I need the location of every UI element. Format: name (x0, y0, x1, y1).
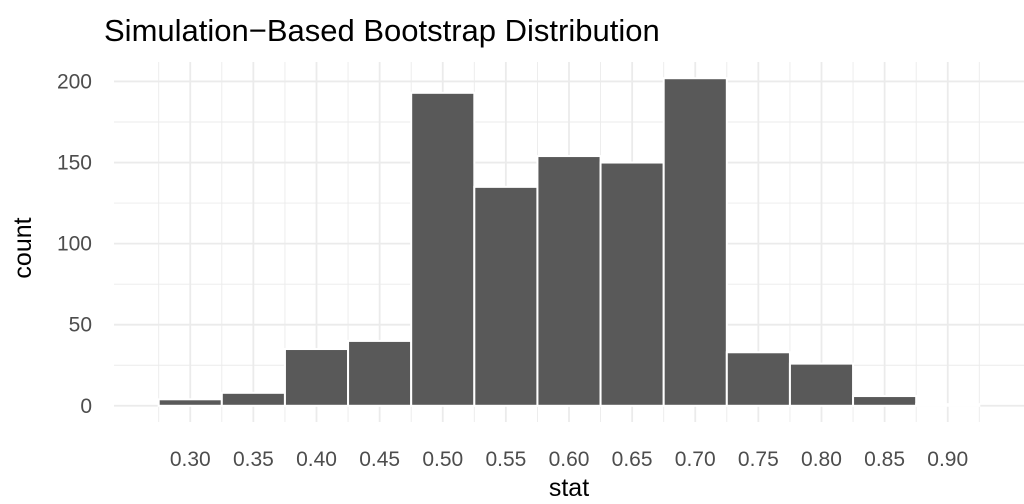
histogram-bar (347, 339, 413, 407)
x-tick-label: 0.35 (233, 448, 274, 471)
x-tick-label: 0.65 (612, 448, 653, 471)
x-tick-label: 0.40 (296, 448, 337, 471)
x-tick-label: 0.30 (170, 448, 211, 471)
histogram-bar (157, 398, 223, 407)
y-tick-label: 150 (57, 152, 92, 175)
histogram-bar (788, 362, 855, 407)
histogram-bar (915, 403, 981, 407)
histogram-bar (852, 395, 918, 407)
y-tick-label: 0 (80, 395, 92, 418)
histogram-bar (599, 161, 665, 407)
x-axis-tick-labels: 0.30 0.35 0.40 0.45 0.50 0.55 0.60 0.65 0.70 0.75… (170, 448, 968, 471)
x-tick-label: 0.50 (422, 448, 463, 471)
histogram-bar (410, 91, 476, 407)
histogram-bar (283, 348, 350, 407)
x-tick-label: 0.90 (927, 448, 968, 471)
y-tick-label: 100 (57, 233, 92, 256)
y-tick-label: 50 (69, 314, 92, 337)
y-axis-title: count (9, 217, 37, 278)
y-axis-tick-labels: 0 50 100 150 200 (57, 70, 92, 417)
histogram-bar (220, 391, 286, 407)
x-tick-label: 0.45 (359, 448, 400, 471)
x-tick-label: 0.85 (864, 448, 905, 471)
histogram-bar (536, 155, 602, 407)
x-tick-label: 0.75 (738, 448, 779, 471)
x-tick-label: 0.70 (675, 448, 716, 471)
y-tick-label: 200 (57, 70, 92, 93)
x-tick-label: 0.55 (485, 448, 526, 471)
histogram-bar (725, 351, 791, 407)
histogram-bar (473, 185, 539, 407)
x-tick-label: 0.80 (801, 448, 842, 471)
x-axis-title: stat (549, 474, 589, 502)
bars (157, 77, 981, 407)
x-tick-label: 0.60 (549, 448, 590, 471)
histogram-bar (662, 77, 728, 407)
chart-title: Simulation−Based Bootstrap Distribution (104, 13, 660, 48)
